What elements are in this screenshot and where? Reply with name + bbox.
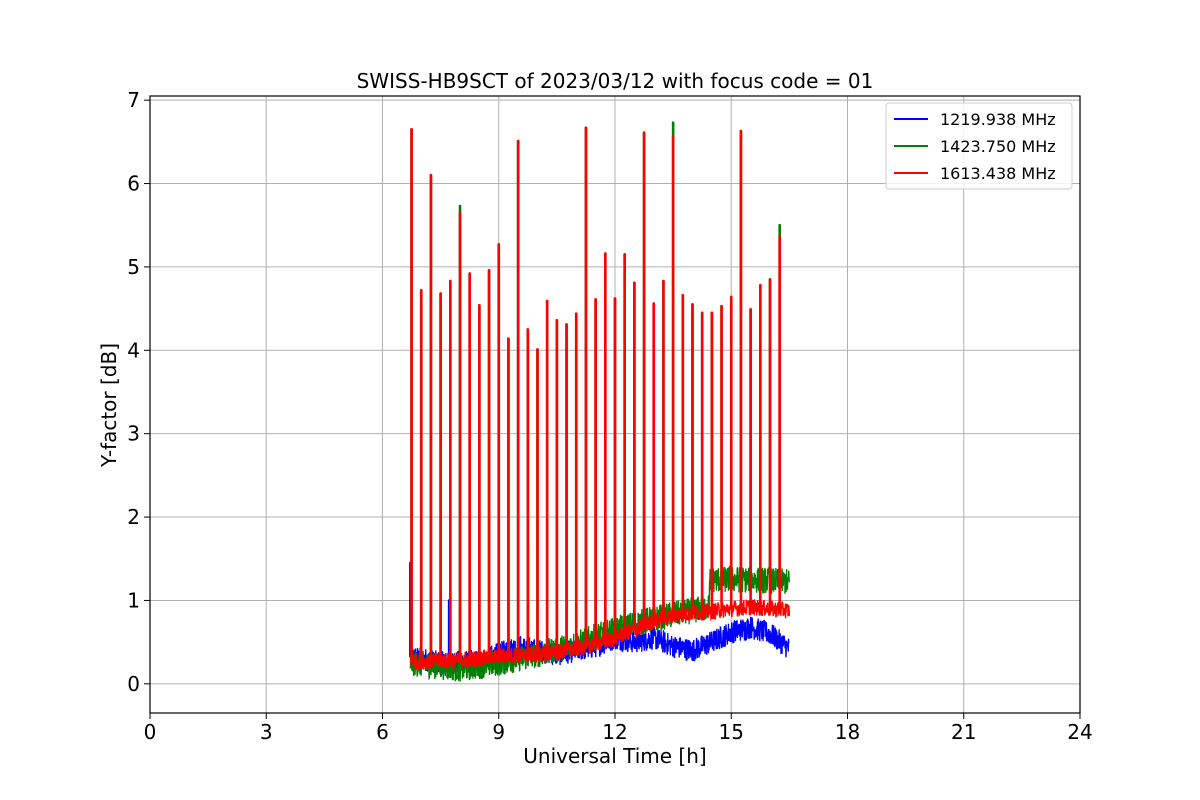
- x-tick-label: 9: [492, 720, 505, 744]
- y-tick-label: 6: [127, 172, 140, 196]
- x-axis-label: Universal Time [h]: [523, 744, 706, 768]
- x-tick-label: 12: [602, 720, 627, 744]
- series-3: [409, 126, 791, 671]
- chart-title: SWISS-HB9SCT of 2023/03/12 with focus co…: [357, 69, 874, 93]
- series-layer: [409, 121, 791, 682]
- series-line: [409, 565, 791, 682]
- y-tick-label: 3: [127, 422, 140, 446]
- y-tick-label: 0: [127, 672, 140, 696]
- y-tick-label: 7: [127, 88, 140, 112]
- y-tick-label: 2: [127, 505, 140, 529]
- legend-label: 1423.750 MHz: [940, 137, 1056, 156]
- x-tick-label: 3: [260, 720, 273, 744]
- legend-label: 1219.938 MHz: [940, 110, 1056, 129]
- x-tick-label: 15: [719, 720, 744, 744]
- legend: 1219.938 MHz 1423.750 MHz 1613.438 MHz: [885, 102, 1073, 190]
- y-axis-label: Y-factor [dB]: [97, 343, 121, 468]
- y-tick-label: 4: [127, 338, 140, 362]
- series-line: [409, 599, 791, 671]
- x-tick-label: 21: [951, 720, 976, 744]
- y-tick-label: 1: [127, 588, 140, 612]
- x-tick-label: 18: [835, 720, 860, 744]
- y-tick-label: 5: [127, 255, 140, 279]
- legend-box: [885, 102, 1073, 190]
- legend-label: 1613.438 MHz: [940, 164, 1056, 183]
- x-tick-label: 6: [376, 720, 389, 744]
- x-tick-label: 24: [1067, 720, 1092, 744]
- x-tick-label: 0: [144, 720, 157, 744]
